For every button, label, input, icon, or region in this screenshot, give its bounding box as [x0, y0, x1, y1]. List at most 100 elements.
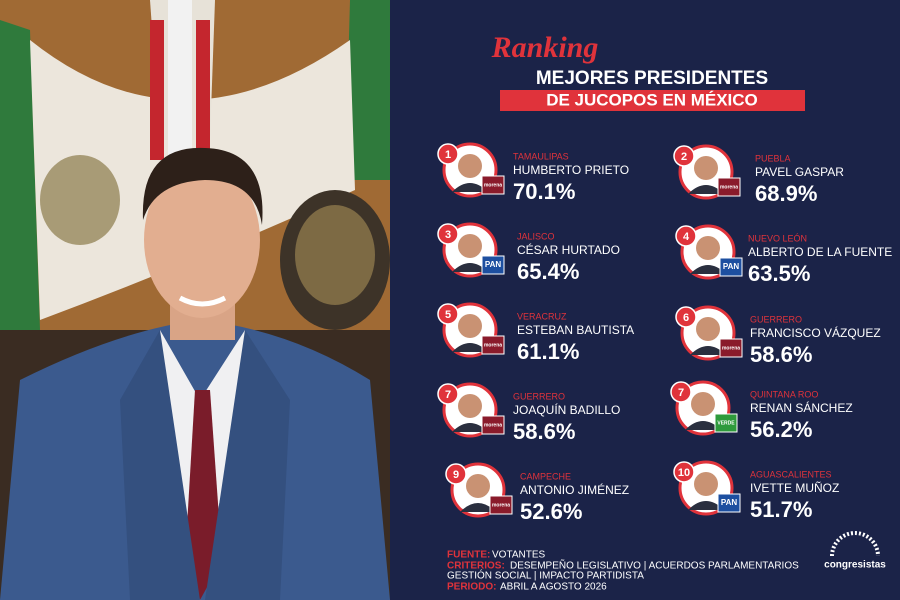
period: ABRIL A AGOSTO 2026 — [500, 582, 607, 593]
party: morena — [492, 502, 510, 508]
party-badge — [481, 175, 505, 195]
avatar-face — [694, 156, 718, 180]
party: morena — [720, 184, 738, 190]
party-badge — [719, 338, 743, 358]
party: PAN — [721, 498, 738, 507]
score: 70.1% — [513, 179, 575, 204]
rank-badge — [670, 381, 692, 403]
avatar-face — [694, 472, 718, 496]
name: FRANCISCO VÁZQUEZ — [750, 325, 881, 340]
party-badge — [489, 495, 513, 515]
state: CAMPECHE — [520, 471, 571, 481]
avatar-body — [690, 346, 726, 355]
name: IVETTE MUÑOZ — [750, 481, 839, 495]
rank-badge — [673, 461, 695, 483]
rank-badge — [437, 383, 459, 405]
party-badge — [481, 255, 505, 275]
party: morena — [484, 422, 502, 428]
party-badge — [481, 415, 505, 435]
avatar-face — [458, 314, 482, 338]
rank-badge — [675, 225, 697, 247]
avatar-face — [458, 154, 482, 178]
party-badge — [481, 335, 505, 355]
name: ANTONIO JIMÉNEZ — [520, 482, 629, 497]
avatar-face — [696, 317, 720, 341]
name: RENAN SÁNCHEZ — [750, 400, 853, 415]
state: AGUASCALIENTES — [750, 469, 832, 479]
avatar-face — [696, 236, 720, 260]
avatar-body — [688, 501, 724, 510]
name: HUMBERTO PRIETO — [513, 163, 629, 177]
party: morena — [722, 345, 740, 351]
rank: 3 — [445, 229, 451, 241]
party-badge — [714, 413, 738, 433]
avatar-body — [460, 503, 496, 512]
criteria: GESTIÓN SOCIAL | IMPACTO PARTIDISTA — [447, 569, 644, 582]
party-badge — [719, 257, 743, 277]
brand-logo — [830, 531, 880, 557]
avatar-body — [452, 183, 488, 192]
party: PAN — [723, 262, 740, 271]
avatar-body — [688, 185, 724, 194]
rank: 4 — [683, 231, 690, 243]
source: VOTANTES — [492, 550, 545, 561]
rank: 7 — [678, 387, 684, 399]
avatar-face — [466, 474, 490, 498]
avatar-face — [458, 394, 482, 418]
avatar-body — [452, 423, 488, 432]
photo — [0, 0, 390, 600]
subtitle: DE JUCOPOS EN MÉXICO — [546, 90, 758, 109]
rank: 10 — [678, 467, 690, 479]
rank-badge — [675, 306, 697, 328]
rank-badge — [673, 145, 695, 167]
state: VERACRUZ — [517, 311, 567, 321]
rank-badge — [437, 143, 459, 165]
rank: 2 — [681, 151, 687, 163]
state: QUINTANA ROO — [750, 389, 818, 399]
name: ALBERTO DE LA FUENTE — [748, 245, 892, 259]
brand: congresistas — [824, 560, 886, 571]
name: JOAQUÍN BADILLO — [513, 402, 620, 417]
rank: 9 — [453, 469, 459, 481]
avatar-body — [685, 421, 721, 430]
party: morena — [484, 342, 502, 348]
party: PAN — [485, 260, 502, 269]
state: NUEVO LEÓN — [748, 233, 807, 243]
avatar-face — [691, 392, 715, 416]
avatar-face — [458, 234, 482, 258]
title: MEJORES PRESIDENTES — [536, 68, 768, 89]
score: 58.6% — [750, 342, 812, 367]
avatar-body — [690, 265, 726, 274]
ranking: 1 morena TAMAULIPAS HUMBERTO PRIETO 70.1% 2 mo… — [437, 142, 892, 524]
criteria: DESEMPEÑO LEGISLATIVO | ACUERDOS PARLAME… — [510, 559, 799, 572]
score: 52.6% — [520, 499, 582, 524]
name: CÉSAR HURTADO — [517, 242, 620, 257]
title-bar — [500, 90, 805, 111]
rank: 7 — [445, 389, 451, 401]
rank-badge — [445, 463, 467, 485]
period-label: PERIODO: — [447, 582, 496, 593]
party: VERDE — [717, 420, 735, 426]
state: JALISCO — [517, 231, 555, 241]
state: PUEBLA — [755, 153, 791, 163]
score: 58.6% — [513, 419, 575, 444]
name: PAVEL GASPAR — [755, 165, 844, 179]
avatar-body — [452, 343, 488, 352]
source-label: FUENTE: — [447, 550, 490, 561]
score: 56.2% — [750, 417, 812, 442]
state: GUERRERO — [513, 391, 565, 401]
rank-badge — [437, 303, 459, 325]
avatar-body — [452, 263, 488, 272]
score: 65.4% — [517, 259, 579, 284]
score: 51.7% — [750, 497, 812, 522]
name: ESTEBAN BAUTISTA — [517, 323, 634, 337]
footer: FUENTE: VOTANTES CRITERIOS: DESEMPEÑO LE… — [447, 550, 799, 593]
state: TAMAULIPAS — [513, 151, 569, 161]
rank: 1 — [445, 149, 451, 161]
state: GUERRERO — [750, 314, 802, 324]
party: morena — [484, 182, 502, 188]
rank: 6 — [683, 312, 689, 324]
score: 63.5% — [748, 261, 810, 286]
kicker: Ranking — [491, 31, 599, 64]
